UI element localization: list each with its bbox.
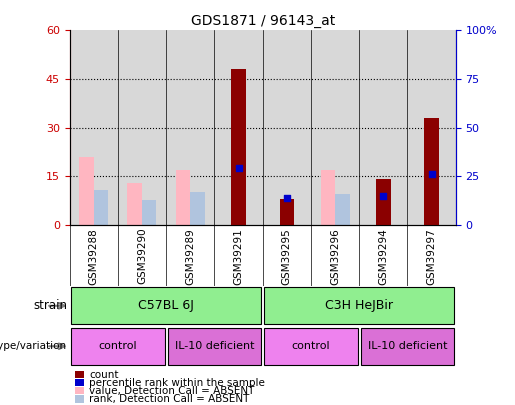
Text: GSM39289: GSM39289 [185,228,195,285]
Bar [118,30,166,225]
Bar [264,287,454,324]
Bar [166,30,214,225]
Text: GSM39296: GSM39296 [330,228,340,285]
Text: GSM39294: GSM39294 [379,228,388,285]
Bar [376,179,390,225]
Text: GSM39290: GSM39290 [137,228,147,284]
Text: GSM39295: GSM39295 [282,228,292,285]
Bar [142,200,157,225]
Bar [311,30,359,225]
Bar [167,328,261,365]
Point [379,192,387,199]
Text: GSM39291: GSM39291 [233,228,244,285]
Text: C3H HeJBir: C3H HeJBir [325,299,393,312]
Bar [128,183,142,225]
Bar [360,328,454,365]
Bar [407,30,456,225]
Text: control: control [98,341,137,351]
Bar [214,30,263,225]
Bar [79,157,94,225]
Text: percentile rank within the sample: percentile rank within the sample [89,378,265,388]
Bar [424,118,439,225]
Bar [70,30,118,225]
Point [283,194,291,201]
Point [427,171,436,177]
Text: IL-10 deficient: IL-10 deficient [175,341,254,351]
Bar [176,170,190,225]
Bar [359,30,407,225]
Title: GDS1871 / 96143_at: GDS1871 / 96143_at [191,14,335,28]
Text: GSM39297: GSM39297 [426,228,437,285]
Point [234,165,243,172]
Text: genotype/variation: genotype/variation [0,341,67,351]
Bar [264,328,358,365]
Bar [71,328,165,365]
Bar [320,170,335,225]
Text: IL-10 deficient: IL-10 deficient [368,341,447,351]
Text: strain: strain [33,299,67,312]
Bar [94,190,108,225]
Bar [280,199,294,225]
Text: GSM39288: GSM39288 [89,228,99,285]
Text: rank, Detection Call = ABSENT: rank, Detection Call = ABSENT [89,394,249,404]
Text: control: control [291,341,330,351]
Bar [231,69,246,225]
Bar [335,194,350,225]
Text: count: count [89,370,118,379]
Bar [190,192,205,225]
Bar [263,30,311,225]
Text: C57BL 6J: C57BL 6J [138,299,194,312]
Text: value, Detection Call = ABSENT: value, Detection Call = ABSENT [89,386,254,396]
Bar [71,287,261,324]
